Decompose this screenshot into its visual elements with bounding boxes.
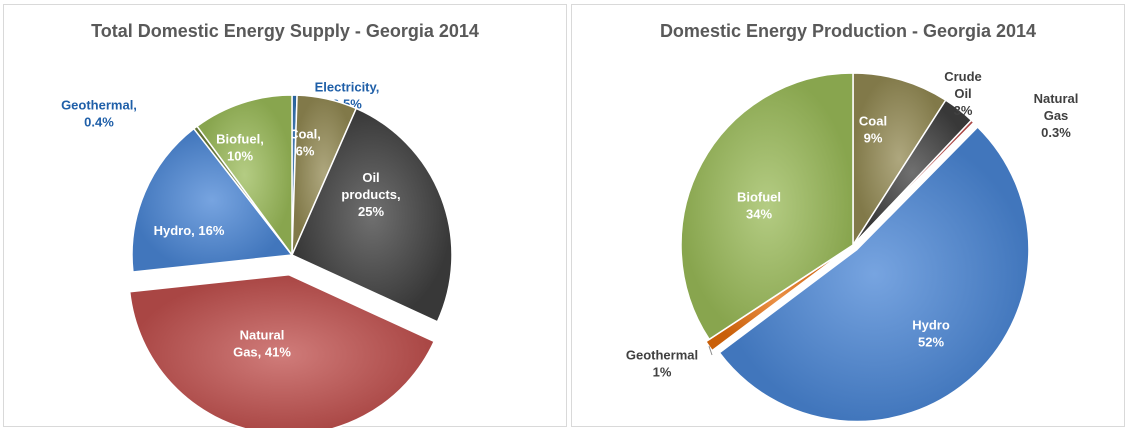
production-pie-chart: Coal 9%Crude Oil 3%Natural Gas 0.3%Hydro 52%Ge… bbox=[572, 5, 1126, 428]
production-chart-panel: Domestic Energy Production - Georgia 201… bbox=[571, 4, 1125, 427]
supply-chart-panel: Total Domestic Energy Supply - Georgia 2… bbox=[3, 4, 567, 427]
slice-label-hydro: Hydro, 16% bbox=[154, 223, 225, 238]
slice-label-geothermal: Geothermal, 0.4% bbox=[61, 98, 137, 130]
slice-label-natural-gas: Natural Gas 0.3% bbox=[1034, 91, 1079, 140]
slice-label-geothermal: Geothermal 1% bbox=[626, 348, 698, 380]
supply-pie-chart: Electricity,0.5%Coal,6%Oilproducts,25%Na… bbox=[4, 5, 568, 428]
